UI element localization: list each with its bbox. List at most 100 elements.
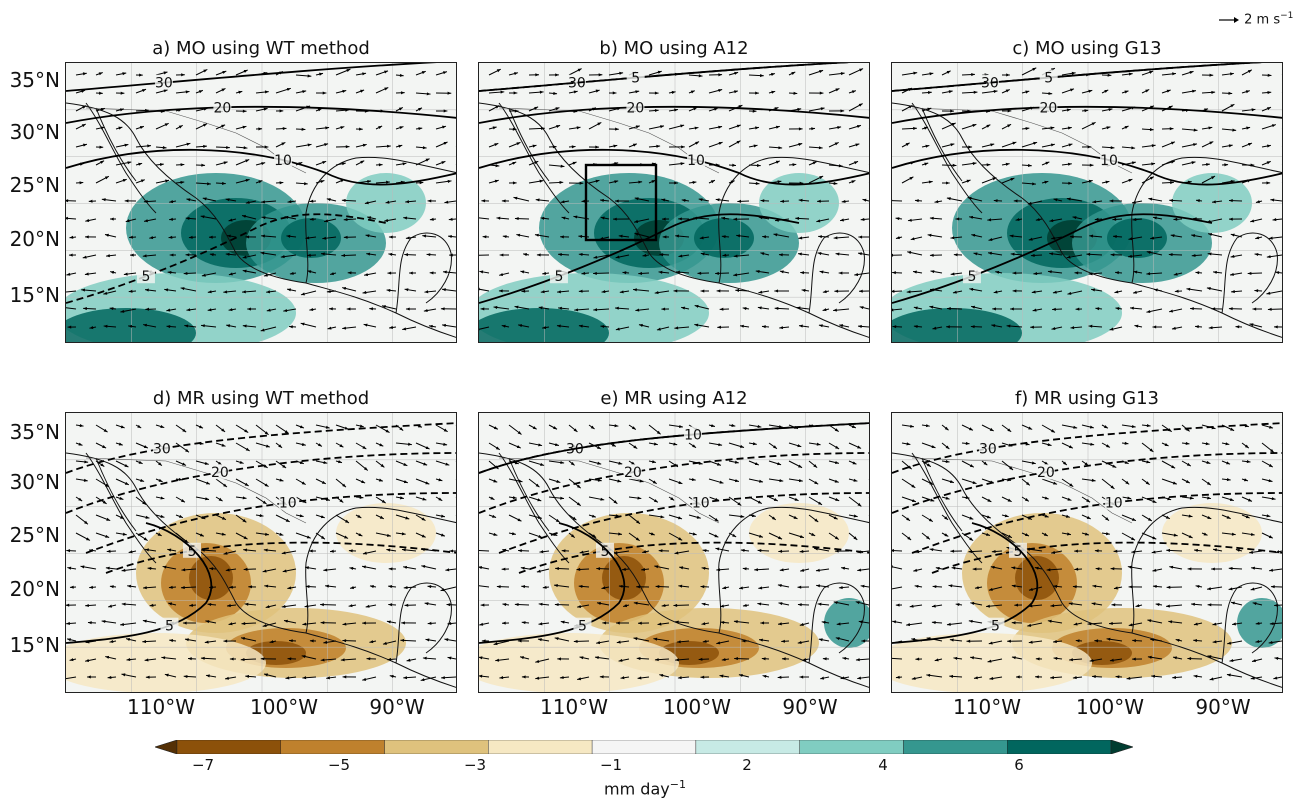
colorbar-cell [695,740,800,754]
wind-vector-head [835,637,840,641]
wind-vector [892,586,903,590]
wind-vector-head [1127,496,1132,500]
wind-vector-head [972,161,977,166]
wind-vector-head [833,308,837,312]
wind-vector-head [1007,639,1011,643]
wind-vector-head [1150,236,1155,240]
wind-vector-head [324,143,329,147]
contour-label-bg [210,464,229,480]
wind-vector-head [1226,461,1231,465]
wind-vector-head [654,658,659,662]
wind-vector-head [1024,533,1029,537]
wind-vector-head [386,620,391,624]
wind-vector-head [281,142,286,146]
wind-vector-head [573,215,578,219]
wind-vector-head [907,218,912,222]
wind-vector-head [660,125,665,129]
wind-vector-head [740,324,744,328]
wind-vector-head [535,659,540,663]
wind-vector-head [733,217,738,221]
wind-vector-head [734,479,739,483]
wind-vector-head [797,640,802,644]
wind-vector-head [778,253,783,257]
contour-label-bg [1036,464,1055,480]
contour-line [66,452,456,514]
reference-vector-exponent: −1 [1280,11,1294,21]
wind-vector-head [365,604,370,608]
wind-vector-head [1206,162,1210,167]
wind-vector-head [169,639,174,643]
wind-vector-head [1128,254,1132,258]
wind-vector-head [1268,535,1273,539]
wind-vector-head [404,603,409,607]
wind-vector-head [578,252,583,257]
colorbar-cell [176,740,281,754]
wind-vector-head [104,176,109,180]
wind-vector-head [363,466,368,471]
wind-vector-head [207,308,212,312]
wind-vector-head [221,532,226,536]
wind-vector-head [1007,498,1012,502]
wind-vector-head [1249,550,1254,554]
wind-vector-head [225,198,230,202]
wind-vector-head [781,657,786,661]
wind-vector-head [906,517,911,521]
wind-vector-head [405,307,410,311]
wind-vector-head [85,235,89,239]
contour-label-bg [549,268,568,284]
contour-label-bg [567,74,586,90]
wind-vector-head [695,141,700,145]
wind-vector-head [988,587,993,591]
wind-vector-head [573,428,578,432]
wind-vector-head [244,602,249,606]
wind-vector-head [406,658,411,662]
wind-vector-head [661,198,666,202]
wind-vector-head [1050,676,1054,680]
coastline [305,506,456,634]
wind-vector-head [398,144,403,148]
wind-vector-head [426,92,431,96]
wind-vector-head [1172,481,1177,485]
contour-line [105,541,456,574]
wind-vector-head [1130,306,1134,310]
wind-vector-head [147,566,152,571]
wind-vector-head [818,235,822,239]
wind-vector-head [1151,550,1156,554]
wind-vector-head [837,126,842,130]
wind-vector-head [1110,485,1115,489]
wind-vector-head [860,584,865,588]
wind-vector-head [264,584,269,588]
wind-vector-head [953,253,958,257]
wind-vector-head [675,234,680,238]
wind-vector-head [1070,326,1075,330]
wind-vector-head [601,586,606,590]
coastline [1131,156,1282,284]
wind-vector-head [931,604,936,608]
wind-vector-head [656,144,661,148]
wind-vector-head [1052,307,1056,311]
wind-vector-head [245,178,250,182]
wind-vector-head [778,146,783,150]
wind-vector-head [965,441,970,445]
wind-vector-head [180,585,185,590]
wind-vector-head [302,676,307,680]
wind-vector-head [180,499,185,503]
wind-vector-head [1254,252,1259,257]
wind-vector-head [1170,141,1175,145]
wind-vector-head [1131,424,1136,429]
contour-line [892,63,1263,92]
wind-vector-head [615,127,619,131]
wind-vector-head [1150,638,1155,642]
wind-vector-head [949,674,954,678]
wind-vector-head [1191,161,1196,165]
wind-vector-head [757,602,762,606]
wind-vector-head [1226,478,1231,482]
wind-vector-head [1146,310,1151,314]
contour-label: 5 [1044,71,1053,87]
wind-vector-head [341,198,346,202]
wind-vector-head [126,658,131,662]
wind-vector-head [949,638,954,642]
wind-vector-head [814,481,819,485]
wind-vector-head [362,551,367,555]
wind-vector-head [366,657,371,661]
